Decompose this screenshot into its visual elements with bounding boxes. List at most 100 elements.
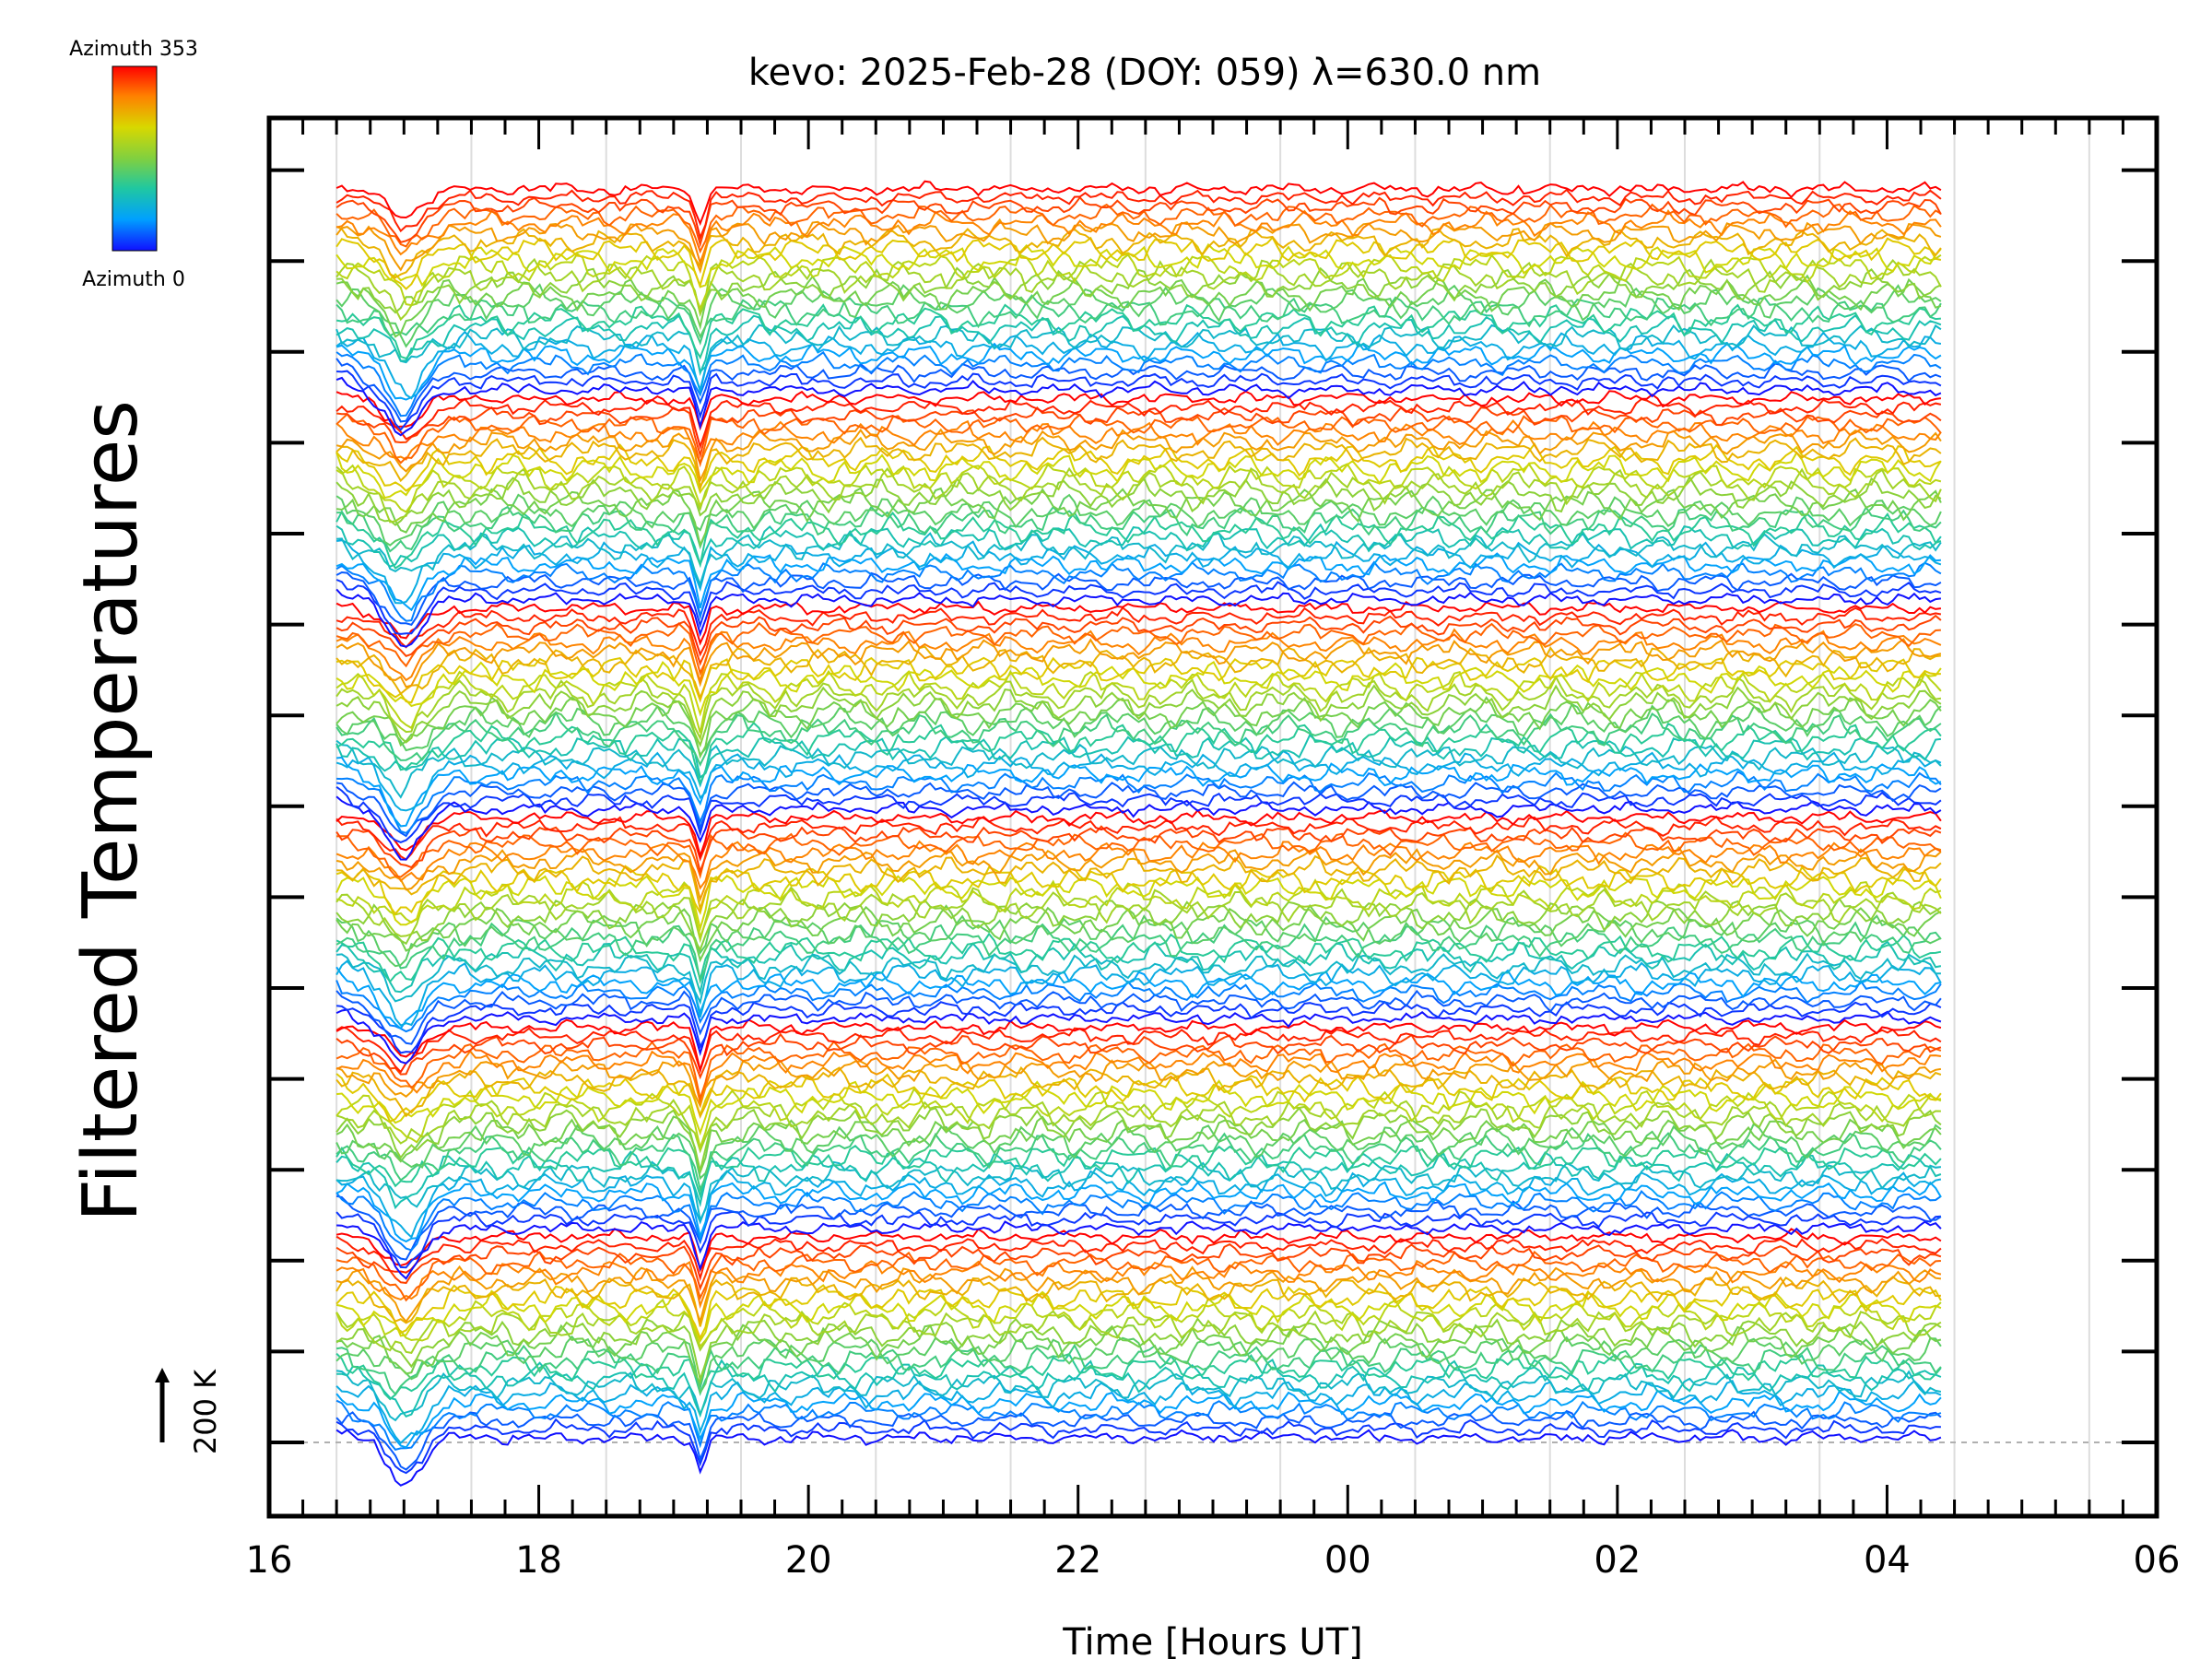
- azimuth-trace: [335, 1235, 1942, 1282]
- azimuth-trace: [335, 656, 1941, 704]
- azimuth-trace: [335, 1297, 1942, 1348]
- azimuth-trace: [335, 979, 1942, 1033]
- azimuth-trace: [335, 1000, 1942, 1054]
- azimuth-trace: [335, 274, 1942, 338]
- azimuth-trace: [335, 749, 1942, 812]
- azimuth-trace: [335, 487, 1942, 548]
- x-tick-label: 06: [2134, 1539, 2181, 1582]
- azimuth-trace: [335, 1079, 1942, 1136]
- azimuth-trace: [335, 283, 1942, 348]
- azimuth-trace: [335, 886, 1942, 944]
- azimuth-trace: [335, 722, 1942, 786]
- azimuth-trace: [335, 560, 1942, 622]
- x-tick-label: 02: [1594, 1539, 1641, 1582]
- azimuth-trace: [336, 1359, 1942, 1418]
- azimuth-trace: [335, 376, 1942, 437]
- azimuth-trace: [336, 266, 1942, 317]
- azimuth-trace: [335, 539, 1942, 605]
- azimuth-trace: [335, 660, 1942, 717]
- azimuth-trace: [336, 505, 1942, 553]
- azimuth-trace: [335, 1122, 1942, 1181]
- azimuth-trace: [335, 878, 1942, 941]
- azimuth-trace: [335, 1065, 1942, 1119]
- scale-bar-label: 200 K: [188, 1369, 223, 1454]
- azimuth-trace: [335, 1317, 1942, 1383]
- azimuth-trace: [335, 696, 1942, 759]
- azimuth-trace: [335, 875, 1942, 933]
- azimuth-trace: [335, 865, 1942, 916]
- azimuth-trace: [335, 390, 1942, 431]
- azimuth-trace: [335, 236, 1942, 290]
- azimuth-trace: [335, 1335, 1942, 1395]
- azimuth-trace: [335, 840, 1942, 890]
- azimuth-trace: [335, 180, 1942, 227]
- colorbar-bottom-label: Azimuth 0: [82, 268, 185, 291]
- azimuth-trace: [335, 628, 1942, 685]
- x-tick-label: 00: [1324, 1539, 1371, 1582]
- y-axis-title: Filtered Temperatures: [67, 400, 155, 1222]
- azimuth-trace: [335, 451, 1942, 500]
- azimuth-trace: [335, 188, 1942, 241]
- azimuth-trace: [336, 853, 1942, 913]
- azimuth-trace: [335, 621, 1941, 677]
- azimuth-trace: [335, 1132, 1942, 1193]
- azimuth-trace: [335, 493, 1942, 547]
- azimuth-trace: [335, 1429, 1942, 1487]
- azimuth-trace: [335, 510, 1942, 570]
- azimuth-trace: [335, 1250, 1941, 1302]
- scale-bar-arrow-icon: [155, 1368, 170, 1382]
- azimuth-trace: [335, 1073, 1942, 1124]
- azimuth-trace: [335, 412, 1942, 468]
- azimuth-trace: [335, 1380, 1942, 1445]
- x-tick-labels: 16 18 20 22 00 02 04 06: [246, 1539, 2181, 1582]
- x-tick-label: 20: [785, 1539, 832, 1582]
- azimuth-trace: [335, 1310, 1942, 1355]
- colorbar: Azimuth 353 Azimuth 0: [69, 38, 198, 291]
- azimuth-trace: [335, 959, 1942, 1027]
- azimuth-trace: [335, 1265, 1942, 1325]
- azimuth-trace: [335, 1210, 1941, 1269]
- azimuth-trace: [335, 1228, 1942, 1273]
- azimuth-trace: [335, 808, 1942, 860]
- azimuth-trace: [335, 1389, 1942, 1449]
- azimuth-trace: [335, 1343, 1942, 1396]
- azimuth-trace: [335, 1409, 1942, 1471]
- azimuth-trace: [335, 989, 1942, 1045]
- azimuth-trace: [335, 313, 1942, 376]
- azimuth-trace: [335, 294, 1942, 346]
- azimuth-trace: [335, 330, 1942, 400]
- colorbar-top-label: Azimuth 353: [69, 38, 198, 61]
- azimuth-trace: [335, 1352, 1942, 1401]
- azimuth-trace: [335, 225, 1942, 279]
- azimuth-trace: [335, 702, 1942, 757]
- azimuth-trace: [335, 781, 1942, 838]
- azimuth-trace: [335, 1189, 1942, 1252]
- azimuth-trace: [335, 897, 1942, 952]
- azimuth-trace: [335, 588, 1942, 648]
- azimuth-trace: [335, 441, 1942, 492]
- azimuth-trace: [336, 952, 1941, 1006]
- azimuth-trace: [335, 815, 1942, 862]
- azimuth-trace: [335, 195, 1942, 248]
- azimuth-trace: [335, 645, 1942, 701]
- azimuth-trace: [335, 921, 1942, 984]
- azimuth-trace: [335, 638, 1942, 688]
- azimuth-trace: [335, 1040, 1942, 1102]
- azimuth-trace: [335, 1018, 1942, 1074]
- azimuth-trace: [335, 606, 1942, 657]
- azimuth-trace: [335, 600, 1942, 646]
- azimuth-trace: [336, 370, 1942, 431]
- azimuth-trace: [335, 1115, 1942, 1176]
- azimuth-trace: [335, 756, 1942, 828]
- azimuth-trace: [335, 825, 1942, 876]
- azimuth-trace: [335, 463, 1942, 513]
- azimuth-trace: [335, 465, 1942, 524]
- azimuth-trace: [335, 1180, 1942, 1243]
- azimuth-trace: [335, 406, 1942, 459]
- azimuth-trace: [336, 1220, 1942, 1280]
- azimuth-trace: [335, 1106, 1942, 1171]
- azimuth-trace: [335, 1087, 1942, 1151]
- traces: [335, 180, 1942, 1487]
- azimuth-trace: [336, 529, 1942, 587]
